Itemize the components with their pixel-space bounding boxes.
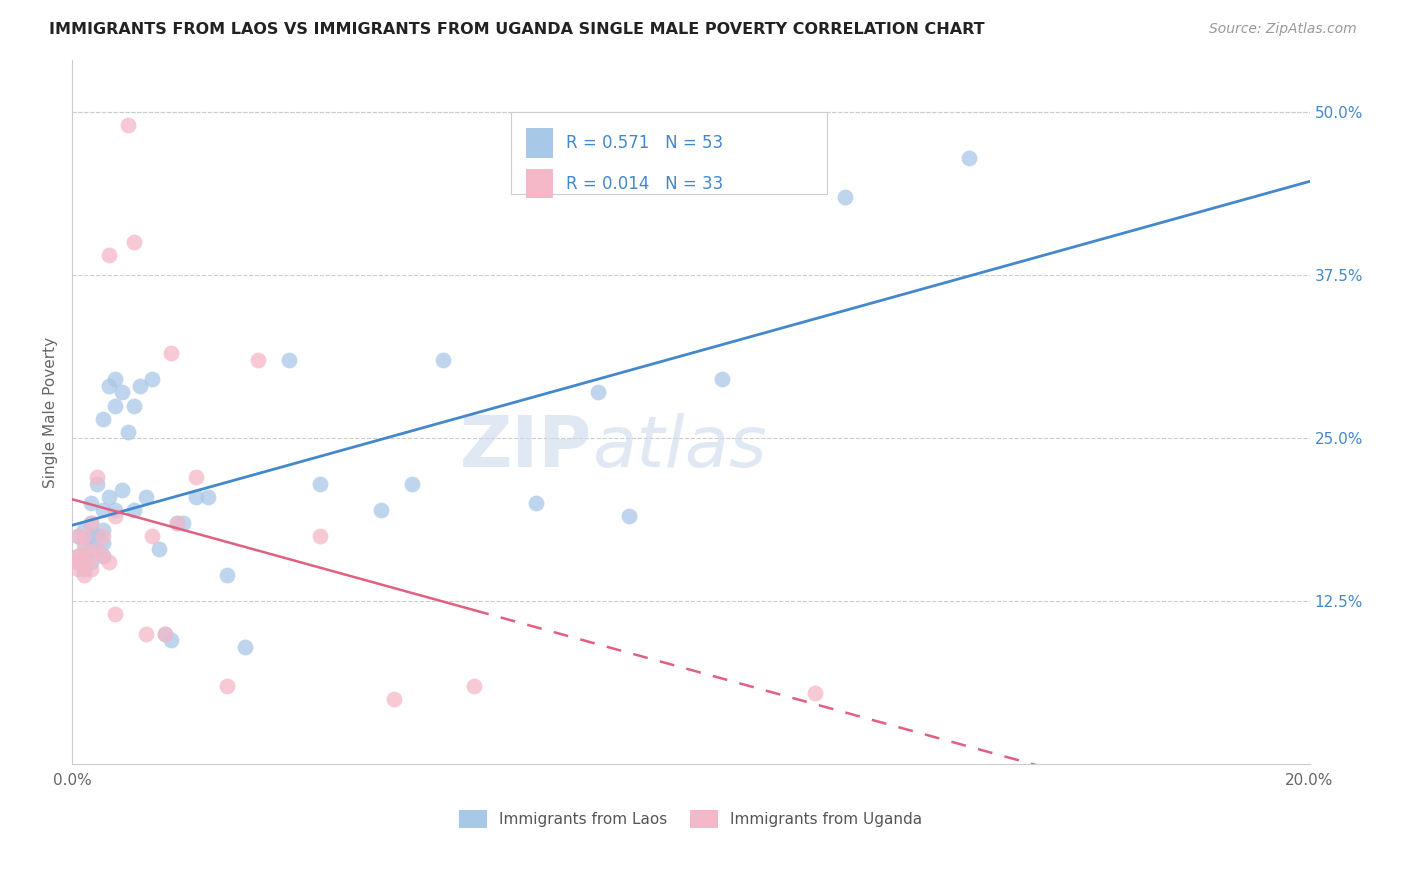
Point	[91, 523, 114, 537]
Point	[172, 516, 194, 530]
Point	[104, 372, 127, 386]
Point	[135, 490, 157, 504]
Point	[73, 562, 96, 576]
Point	[129, 379, 152, 393]
Point	[277, 352, 299, 367]
Point	[141, 372, 163, 386]
Text: ZIP: ZIP	[460, 413, 592, 482]
Point	[166, 516, 188, 530]
Point	[98, 248, 121, 262]
Point	[166, 516, 188, 530]
Point	[710, 372, 733, 386]
Point	[86, 476, 108, 491]
Point	[148, 542, 170, 557]
Point	[803, 686, 825, 700]
Point	[308, 529, 330, 543]
Point	[104, 399, 127, 413]
Point	[104, 503, 127, 517]
Point	[197, 490, 219, 504]
Point	[617, 509, 640, 524]
Point	[117, 118, 139, 132]
Point	[110, 385, 132, 400]
Point	[79, 496, 101, 510]
Point	[153, 627, 176, 641]
Point	[308, 476, 330, 491]
Point	[79, 542, 101, 557]
Point	[79, 529, 101, 543]
Point	[141, 529, 163, 543]
Point	[67, 549, 90, 563]
Point	[67, 562, 90, 576]
Point	[79, 516, 101, 530]
Point	[246, 352, 269, 367]
Point	[957, 151, 980, 165]
Point	[215, 568, 238, 582]
Point	[184, 470, 207, 484]
Legend: Immigrants from Laos, Immigrants from Uganda: Immigrants from Laos, Immigrants from Ug…	[453, 804, 928, 834]
Point	[401, 476, 423, 491]
Point	[135, 627, 157, 641]
Point	[79, 562, 101, 576]
Point	[86, 470, 108, 484]
Point	[67, 529, 90, 543]
Bar	[526, 128, 554, 158]
FancyBboxPatch shape	[512, 112, 827, 194]
Point	[98, 379, 121, 393]
Point	[160, 633, 183, 648]
Point	[67, 549, 90, 563]
Point	[73, 555, 96, 569]
Text: atlas: atlas	[592, 413, 766, 482]
Point	[67, 555, 90, 569]
Point	[91, 549, 114, 563]
Point	[86, 542, 108, 557]
Point	[91, 503, 114, 517]
Point	[524, 496, 547, 510]
Point	[233, 640, 256, 654]
Text: R = 0.571   N = 53: R = 0.571 N = 53	[565, 134, 723, 152]
Point	[122, 235, 145, 250]
Text: R = 0.014   N = 33: R = 0.014 N = 33	[565, 175, 723, 193]
Point	[91, 529, 114, 543]
Point	[104, 509, 127, 524]
Point	[73, 568, 96, 582]
Point	[79, 555, 101, 569]
Point	[110, 483, 132, 498]
Point	[91, 411, 114, 425]
Y-axis label: Single Male Poverty: Single Male Poverty	[44, 336, 58, 488]
Point	[122, 503, 145, 517]
Point	[79, 549, 101, 563]
Point	[122, 399, 145, 413]
Point	[215, 679, 238, 693]
Point	[67, 529, 90, 543]
Point	[91, 535, 114, 549]
Point	[160, 346, 183, 360]
Point	[586, 385, 609, 400]
Point	[73, 523, 96, 537]
Point	[432, 352, 454, 367]
Point	[73, 542, 96, 557]
Text: IMMIGRANTS FROM LAOS VS IMMIGRANTS FROM UGANDA SINGLE MALE POVERTY CORRELATION C: IMMIGRANTS FROM LAOS VS IMMIGRANTS FROM …	[49, 22, 984, 37]
Point	[86, 529, 108, 543]
Point	[463, 679, 485, 693]
Point	[79, 516, 101, 530]
Text: Source: ZipAtlas.com: Source: ZipAtlas.com	[1209, 22, 1357, 37]
Point	[382, 692, 405, 706]
Bar	[526, 169, 554, 198]
Point	[117, 425, 139, 439]
Point	[73, 549, 96, 563]
Point	[86, 542, 108, 557]
Point	[104, 607, 127, 622]
Point	[73, 535, 96, 549]
Point	[98, 490, 121, 504]
Point	[67, 555, 90, 569]
Point	[98, 555, 121, 569]
Point	[153, 627, 176, 641]
Point	[370, 503, 392, 517]
Point	[184, 490, 207, 504]
Point	[91, 549, 114, 563]
Point	[834, 189, 856, 203]
Point	[73, 529, 96, 543]
